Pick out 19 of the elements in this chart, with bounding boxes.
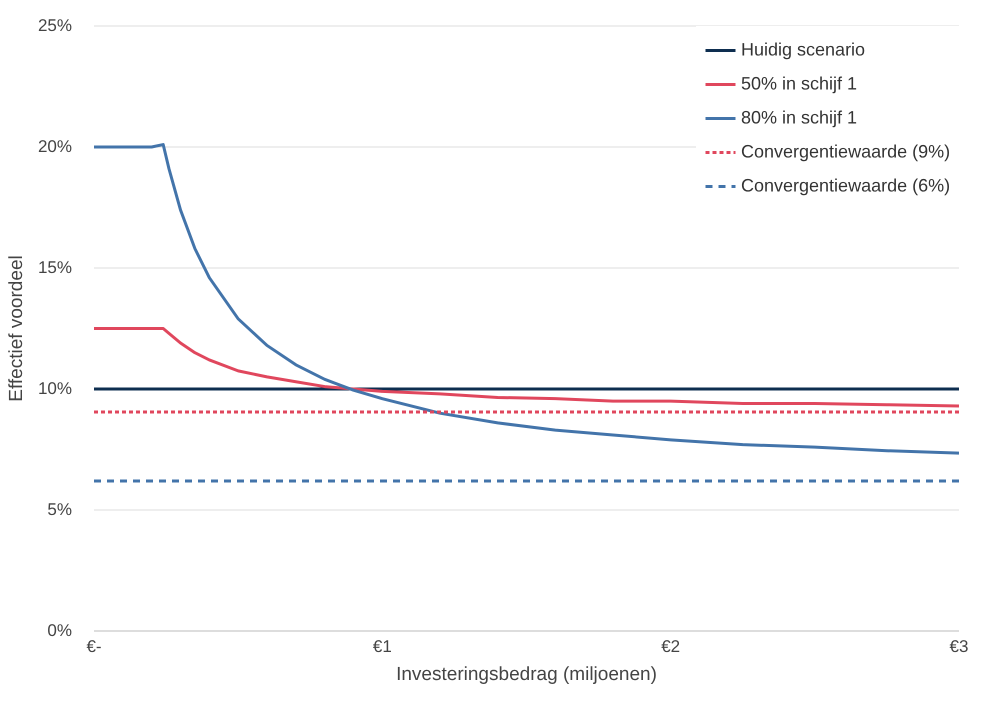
legend-label: 80% in schijf 1 xyxy=(741,108,858,128)
y-tick-label: 20% xyxy=(38,137,72,156)
legend-label: Convergentiewaarde (9%) xyxy=(741,142,950,162)
legend-label: Convergentiewaarde (6%) xyxy=(741,176,950,196)
line-series xyxy=(94,143,959,455)
x-tick-label: €2 xyxy=(661,637,680,656)
x-tick-label: €3 xyxy=(950,637,968,656)
y-tick-label: 25% xyxy=(38,16,72,35)
y-axis-title: Effectief voordeel xyxy=(6,255,27,402)
y-tick-label: 0% xyxy=(47,621,72,640)
y-tick-label: 10% xyxy=(38,379,72,398)
x-axis-title: Investeringsbedrag (miljoenen) xyxy=(396,664,657,685)
y-tick-label: 15% xyxy=(38,258,72,277)
legend-label: 50% in schijf 1 xyxy=(741,74,858,94)
line-series xyxy=(94,327,959,408)
x-tick-label: €1 xyxy=(372,637,392,656)
legend-label: Huidig scenario xyxy=(741,40,866,60)
x-tick-label: €- xyxy=(86,637,102,656)
y-tick-label: 5% xyxy=(47,500,72,519)
